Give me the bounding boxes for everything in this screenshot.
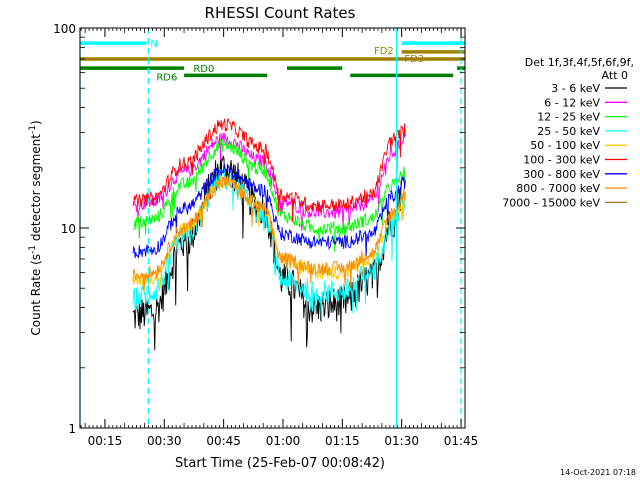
- flag-label-rd0: RD0: [193, 64, 214, 75]
- legend-label-5: 100 - 300 keV: [523, 154, 600, 167]
- series-line-1: [132, 130, 406, 231]
- legend: Det 1f,3f,4f,5f,6f,9f, Att 0 3 - 6 keV6 …: [502, 56, 634, 209]
- x-tick-label: 01:00: [266, 434, 301, 448]
- series-layer: [132, 117, 406, 351]
- y-tick-label: 10: [61, 222, 76, 236]
- series-line-5: [132, 117, 406, 222]
- legend-label-1: 6 - 12 keV: [544, 96, 600, 109]
- x-tick-label: 01:15: [325, 434, 360, 448]
- legend-label-2: 12 - 25 keV: [537, 111, 600, 124]
- x-axis: 00:15 00:30 00:45 01:00 01:15 01:30 01:45: [80, 28, 479, 448]
- flag-label-fd2: FD2: [374, 46, 394, 57]
- legend-header: Det 1f,3f,4f,5f,6f,9f,: [525, 56, 634, 69]
- legend-label-3: 25 - 50 keV: [537, 125, 600, 138]
- legend-label-8: 7000 - 15000 keV: [502, 196, 600, 209]
- flag-bars: N FD2 FD3 RD0 RD6: [80, 39, 465, 83]
- y-tick-label: 1: [68, 422, 76, 436]
- legend-label-7: 800 - 7000 keV: [516, 182, 600, 195]
- y-axis-label: Count Rate (s-1 detector segment-1): [28, 120, 43, 335]
- x-tick-label: 00:15: [88, 434, 123, 448]
- legend-label-4: 50 - 100 keV: [530, 139, 600, 152]
- series-line-6: [132, 163, 406, 260]
- legend-attenuator: Att 0: [602, 69, 628, 82]
- series-line-2: [132, 138, 406, 252]
- timestamp: 14-Oct-2021 07:18: [560, 468, 636, 477]
- series-line-7: [132, 176, 406, 293]
- series-line-4: [132, 176, 406, 288]
- legend-label-6: 300 - 800 keV: [523, 168, 600, 181]
- chart-title: RHESSI Count Rates: [205, 4, 356, 22]
- y-tick-label: 100: [53, 22, 76, 36]
- legend-label-0: 3 - 6 keV: [551, 82, 600, 95]
- x-axis-label: Start Time (25-Feb-07 00:08:42): [175, 456, 385, 471]
- y-axis: 1 10 100: [53, 22, 465, 436]
- flag-label-n: N: [150, 39, 157, 50]
- x-tick-label: 01:45: [444, 434, 479, 448]
- x-tick-label: 00:45: [206, 434, 241, 448]
- x-tick-label: 00:30: [147, 434, 182, 448]
- flag-label-rd6: RD6: [156, 72, 177, 83]
- flag-label-fd3: FD3: [404, 54, 424, 65]
- x-tick-label: 01:30: [384, 434, 419, 448]
